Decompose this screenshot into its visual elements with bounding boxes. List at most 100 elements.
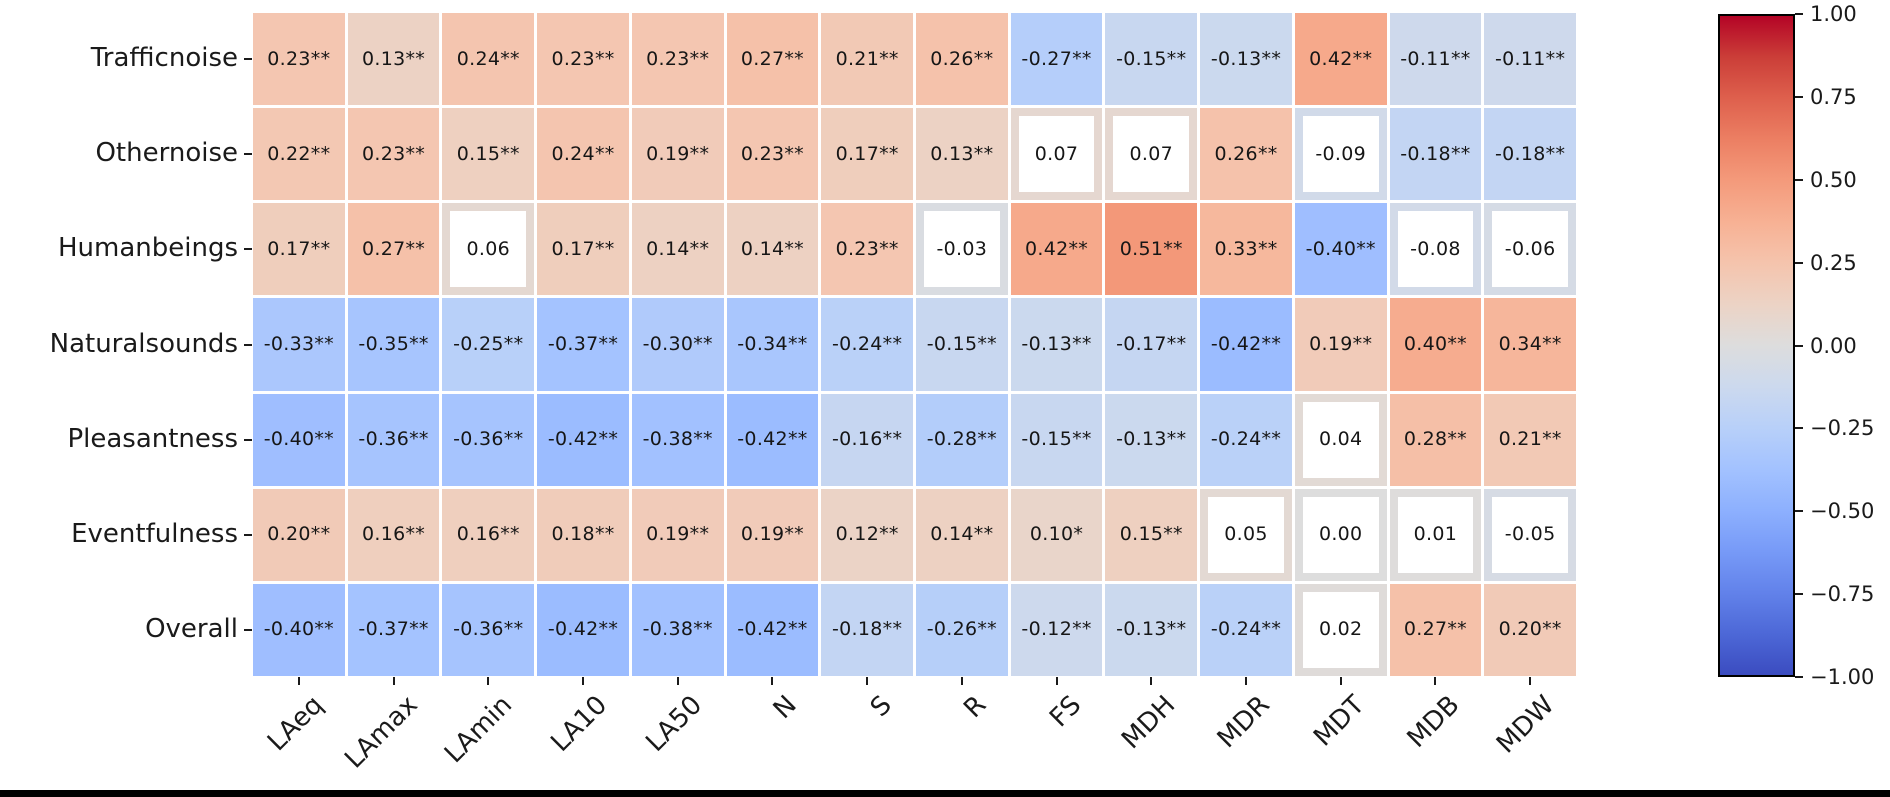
cell-value: -0.13** <box>1210 47 1282 70</box>
column-label: LAmax <box>339 690 424 775</box>
cell-value: -0.34** <box>737 332 808 355</box>
cell-value: 0.33** <box>1214 237 1278 260</box>
cell-value: 0.00 <box>1318 523 1363 546</box>
column-label: LAeq <box>261 690 330 758</box>
cell-value: 0.04 <box>1318 428 1363 451</box>
cell-value: -0.15** <box>1021 428 1092 451</box>
cell-value: 0.19** <box>646 523 710 546</box>
heatmap-cell: -0.33** <box>253 298 345 391</box>
heatmap-cell: -0.15** <box>1010 393 1103 486</box>
cell-value: 0.21** <box>835 47 899 70</box>
column-label: R <box>958 690 993 724</box>
heatmap-cell: -0.08 <box>1389 203 1482 296</box>
cell-value: 0.17** <box>267 237 331 260</box>
heatmap-cell: 0.23** <box>253 13 345 106</box>
cell-value: -0.13** <box>1116 618 1187 641</box>
cell-value: 0.15** <box>456 142 520 165</box>
cell-value: 0.16** <box>362 523 426 546</box>
cell-value: 0.02 <box>1318 618 1363 641</box>
heatmap-cell: 0.15** <box>1105 488 1198 581</box>
cell-value: -0.13** <box>1116 428 1187 451</box>
heatmap-cell: -0.17** <box>1105 298 1198 391</box>
cell-value: 0.17** <box>551 237 615 260</box>
heatmap-cell: 0.14** <box>631 203 724 296</box>
cell-value: 0.26** <box>930 47 994 70</box>
heatmap-cell: 0.22** <box>253 108 345 201</box>
cell-value: -0.08 <box>1410 237 1461 260</box>
cell-value: -0.27** <box>1021 47 1092 70</box>
heatmap-cell: -0.16** <box>821 393 913 486</box>
x-axis-tick <box>866 677 869 685</box>
column-label: MDH <box>1116 690 1182 756</box>
cell-value: -0.38** <box>642 618 713 641</box>
cell-value: 0.23** <box>835 237 899 260</box>
non-significant-mask <box>1018 116 1095 193</box>
heatmap-cell: 0.02 <box>1294 583 1387 676</box>
non-significant-mask <box>1302 116 1379 193</box>
heatmap-cell: -0.15** <box>916 298 1008 391</box>
heatmap-cell: -0.42** <box>1200 298 1292 391</box>
cell-value: 0.42** <box>1309 47 1373 70</box>
cell-value: 0.07 <box>1034 142 1079 165</box>
heatmap-cell: -0.18** <box>1389 108 1482 201</box>
heatmap-cell: 0.13** <box>916 108 1008 201</box>
cell-value: 0.16** <box>456 523 520 546</box>
x-axis-tick <box>582 677 584 685</box>
heatmap-cell: 0.51** <box>1105 203 1198 296</box>
cell-value: -0.03 <box>936 237 988 260</box>
cell-value: -0.40** <box>1305 237 1376 260</box>
cell-value: 0.13** <box>930 142 994 165</box>
cell-value: 0.21** <box>1498 428 1562 451</box>
cell-value: -0.24** <box>832 332 903 355</box>
cell-value: 0.19** <box>740 523 804 546</box>
colorbar-tick <box>1795 593 1803 596</box>
non-significant-mask <box>1397 496 1474 573</box>
heatmap-cell: 0.40** <box>1389 298 1482 391</box>
heatmap-cell: -0.42** <box>537 583 629 676</box>
cell-value: -0.42** <box>737 428 808 451</box>
colorbar-tick <box>1795 344 1803 347</box>
heatmap-cell: 0.34** <box>1484 298 1576 391</box>
heatmap-cell: -0.36** <box>347 393 440 486</box>
cell-value: 0.22** <box>267 142 331 165</box>
colorbar-tick <box>1795 261 1803 264</box>
cell-value: -0.25** <box>453 332 524 355</box>
heatmap-cell: 0.19** <box>1294 298 1387 391</box>
y-axis-tick <box>244 58 252 61</box>
cell-value: -0.18** <box>1495 142 1566 165</box>
y-axis-tick <box>244 343 252 346</box>
cell-value: -0.30** <box>642 332 713 355</box>
row-label: Humanbeings <box>57 233 238 264</box>
heatmap-cell: -0.11** <box>1389 13 1482 106</box>
heatmap-cell: 0.19** <box>726 488 819 581</box>
heatmap-cell: 0.06 <box>442 203 535 296</box>
cell-value: 0.20** <box>267 523 331 546</box>
cell-value: -0.18** <box>1400 142 1471 165</box>
heatmap-cell: 0.17** <box>253 203 345 296</box>
cell-value: 0.27** <box>740 47 804 70</box>
heatmap-cell: 0.12** <box>821 488 913 581</box>
heatmap-cell: 0.04 <box>1294 393 1387 486</box>
heatmap-cell: 0.20** <box>253 488 345 581</box>
row-label: Eventfulness <box>71 518 238 549</box>
heatmap-cell: 0.05 <box>1200 488 1292 581</box>
x-axis-tick <box>392 677 395 685</box>
y-axis-tick <box>244 628 252 631</box>
cell-value: 0.51** <box>1119 237 1183 260</box>
heatmap-cell: -0.09 <box>1294 108 1387 201</box>
heatmap-cell: -0.13** <box>1105 393 1198 486</box>
cell-value: 0.28** <box>1403 428 1467 451</box>
cell-value: 0.27** <box>362 237 426 260</box>
x-axis-tick <box>676 677 679 685</box>
cell-value: 0.24** <box>456 47 520 70</box>
cell-value: 0.27** <box>1403 618 1467 641</box>
row-label: Naturalsounds <box>49 328 238 359</box>
cell-value: 0.01 <box>1413 523 1458 546</box>
x-axis-tick <box>1150 677 1153 685</box>
column-label: LAmin <box>439 690 519 770</box>
heatmap-cell: -0.03 <box>916 203 1008 296</box>
x-axis-tick <box>1339 677 1342 685</box>
cell-value: -0.12** <box>1021 618 1092 641</box>
cell-value: -0.05 <box>1504 523 1556 546</box>
heatmap-cell: -0.38** <box>631 393 724 486</box>
